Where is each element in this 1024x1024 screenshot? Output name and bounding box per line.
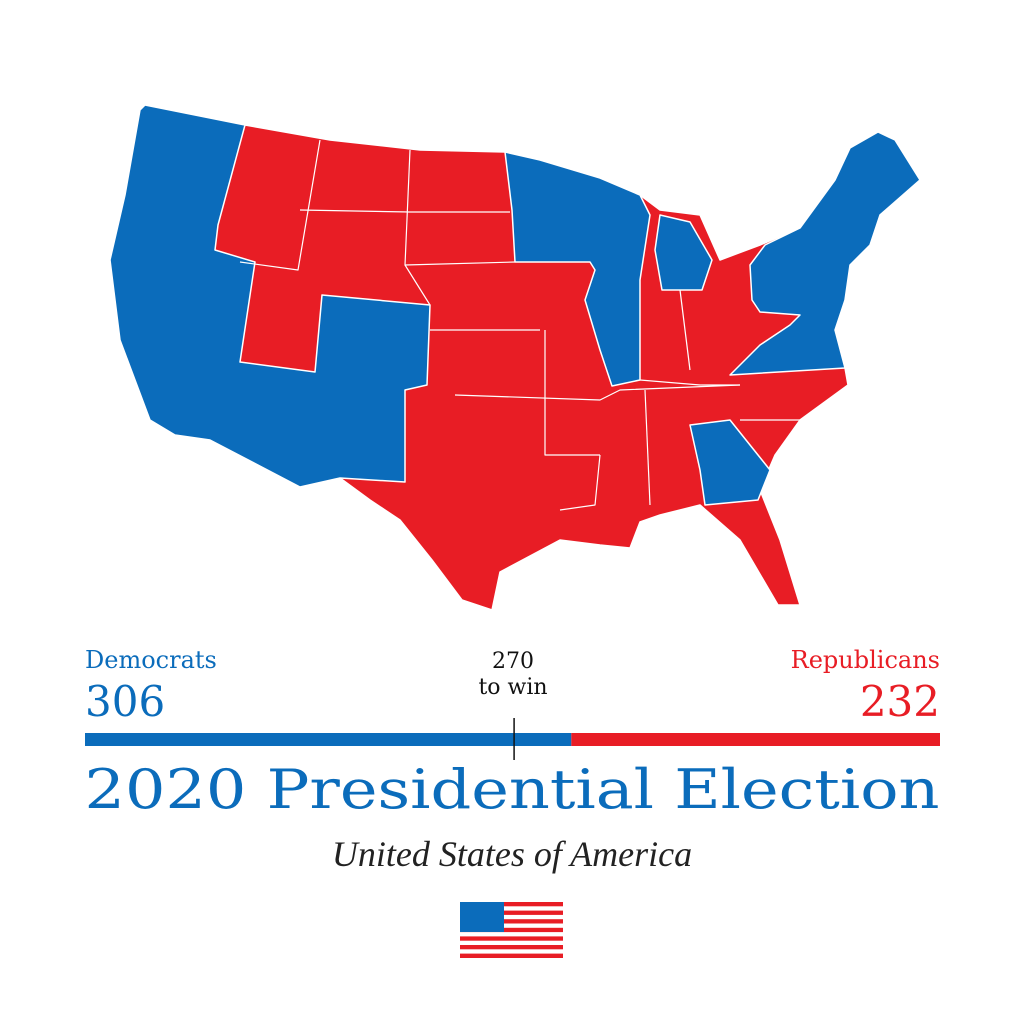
vote-segment bbox=[571, 733, 940, 746]
state-borders bbox=[239, 139, 800, 511]
threshold-value: 270 bbox=[492, 649, 534, 674]
party-name: Republicans bbox=[791, 646, 940, 674]
vote-bar bbox=[85, 718, 940, 760]
party-name: Democrats bbox=[85, 646, 217, 674]
threshold-label: to win bbox=[478, 675, 547, 700]
vote-segment bbox=[85, 733, 572, 746]
map-region bbox=[109, 104, 431, 488]
party-votes: 232 bbox=[860, 677, 940, 726]
map-region bbox=[689, 419, 771, 506]
us-flag bbox=[460, 902, 563, 958]
map-region bbox=[504, 151, 651, 387]
map-region bbox=[654, 214, 713, 291]
subtitle: United States of America bbox=[332, 834, 692, 874]
map-region bbox=[729, 131, 921, 376]
party-votes: 306 bbox=[85, 677, 165, 726]
us-map bbox=[109, 104, 921, 611]
title: 2020 Presidential Election bbox=[85, 758, 940, 821]
